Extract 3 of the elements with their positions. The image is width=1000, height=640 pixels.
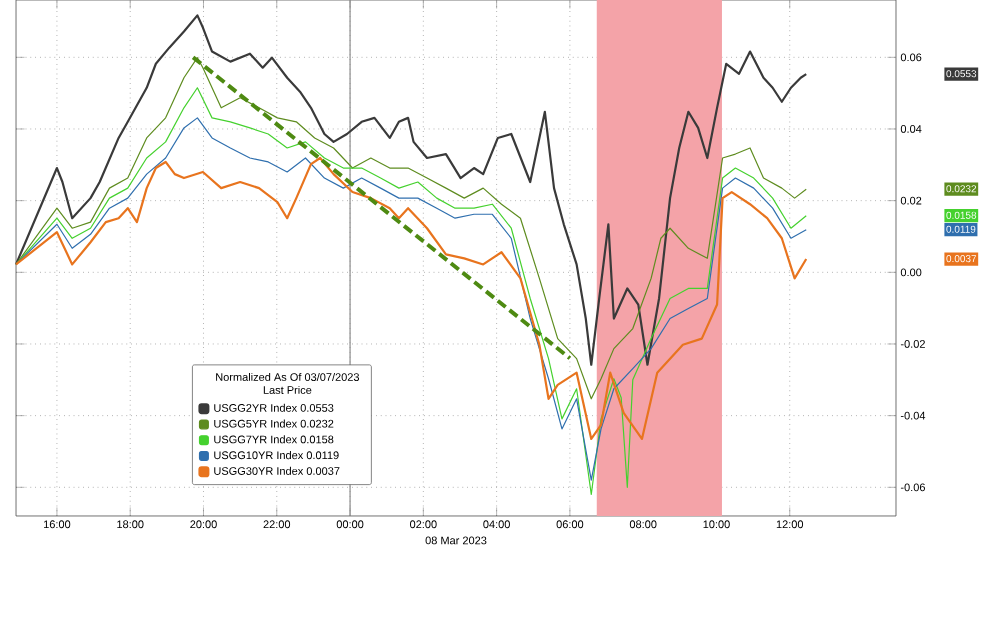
line-series: [14, 14, 808, 366]
line-series: [15, 57, 807, 400]
line-series: [14, 156, 808, 441]
